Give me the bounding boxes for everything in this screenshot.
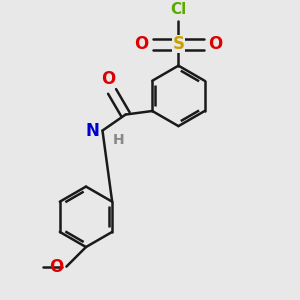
- Text: O: O: [208, 35, 223, 53]
- Text: S: S: [172, 35, 184, 53]
- Text: O: O: [49, 258, 64, 276]
- Text: Cl: Cl: [170, 2, 187, 17]
- Text: N: N: [86, 122, 100, 140]
- Text: O: O: [134, 35, 148, 53]
- Text: H: H: [112, 134, 124, 147]
- Text: O: O: [101, 70, 116, 88]
